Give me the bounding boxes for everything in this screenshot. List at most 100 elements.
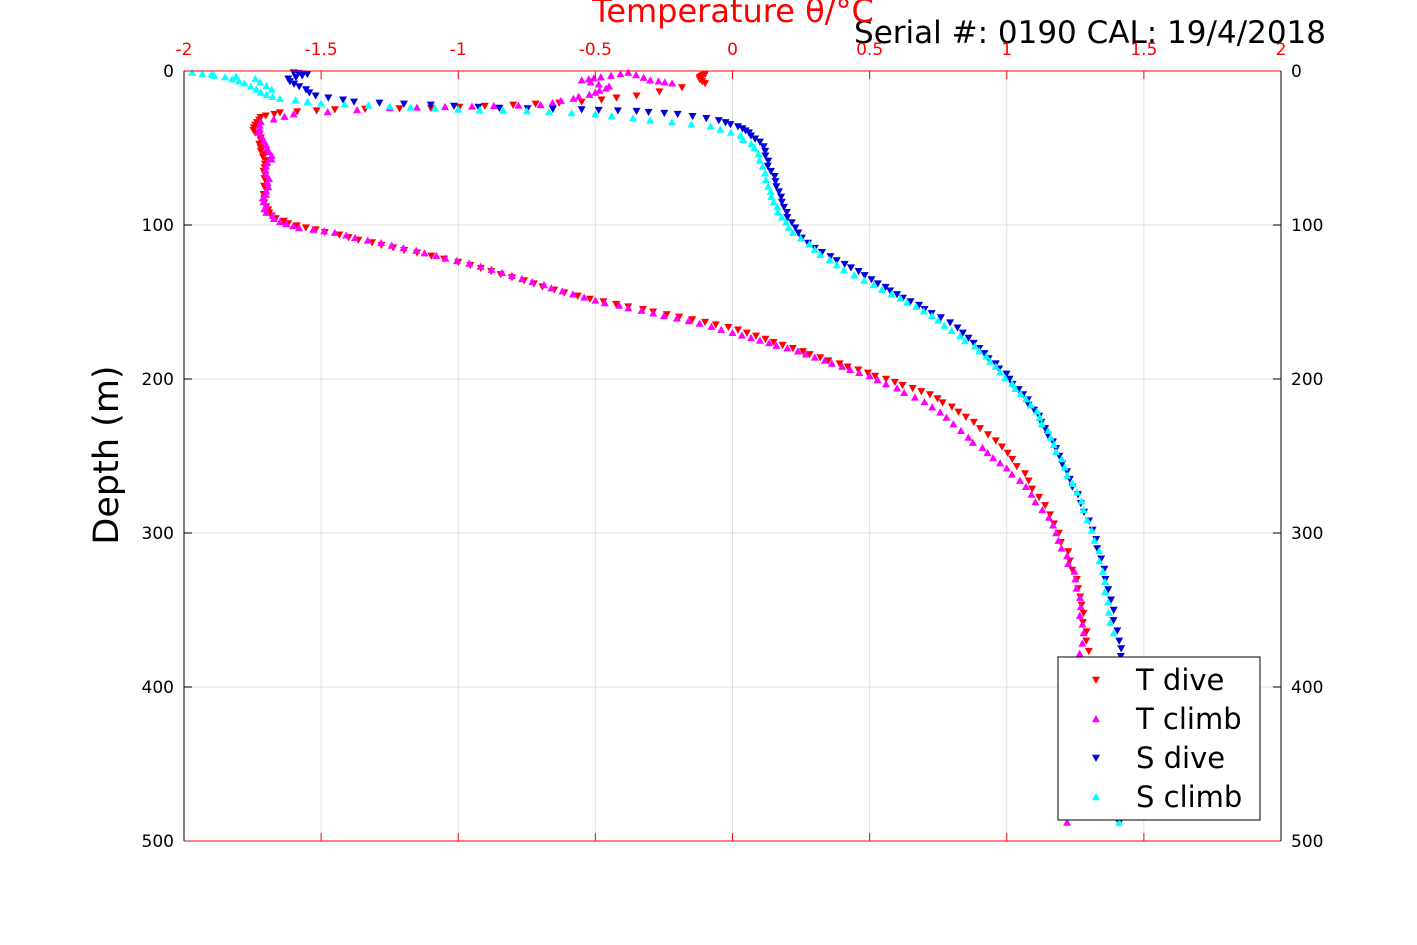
data-point xyxy=(1028,485,1037,493)
data-point xyxy=(1079,505,1088,514)
data-point xyxy=(1060,463,1069,471)
data-point xyxy=(1104,598,1113,606)
data-point xyxy=(991,362,1000,370)
y-tick-label-right: 200 xyxy=(1291,370,1323,390)
data-point xyxy=(342,231,351,239)
data-point xyxy=(548,105,557,113)
data-point xyxy=(291,73,300,82)
data-point xyxy=(882,375,891,383)
data-point xyxy=(264,183,273,191)
data-point xyxy=(764,182,773,190)
data-point xyxy=(262,187,271,195)
data-point xyxy=(1093,545,1102,553)
data-point xyxy=(1065,557,1074,565)
data-point xyxy=(1115,818,1124,826)
data-point xyxy=(1031,498,1040,506)
data-point xyxy=(788,228,797,236)
data-point xyxy=(385,102,394,110)
data-point xyxy=(741,127,750,135)
data-point xyxy=(589,74,598,82)
x-tick-label: -0.5 xyxy=(579,40,612,60)
data-point xyxy=(453,256,462,265)
data-point xyxy=(1052,529,1061,537)
data-point xyxy=(1002,370,1011,378)
data-point xyxy=(796,234,805,242)
data-point xyxy=(1001,373,1010,382)
data-point xyxy=(778,341,787,350)
data-point xyxy=(1012,463,1021,471)
x-tick-label: -2 xyxy=(176,40,193,60)
data-point xyxy=(280,112,289,120)
data-point xyxy=(755,336,764,344)
data-point xyxy=(539,281,548,289)
data-point xyxy=(956,331,965,340)
data-point xyxy=(772,183,781,191)
data-point xyxy=(262,170,271,178)
data-point xyxy=(509,101,518,109)
data-point xyxy=(1095,557,1104,565)
data-point xyxy=(910,393,919,401)
data-point xyxy=(518,274,527,283)
data-point xyxy=(293,108,302,116)
data-point xyxy=(289,222,298,230)
data-point xyxy=(1021,395,1030,403)
data-point xyxy=(235,77,244,85)
y-tick-label-right: 500 xyxy=(1291,832,1323,852)
data-point xyxy=(267,85,276,93)
data-point xyxy=(1084,647,1093,656)
data-point xyxy=(558,287,567,295)
data-point xyxy=(275,94,284,102)
data-point xyxy=(881,283,890,292)
data-point xyxy=(1030,406,1039,414)
data-point xyxy=(1027,490,1036,498)
data-point xyxy=(1100,588,1109,596)
data-point xyxy=(412,103,421,111)
data-point xyxy=(600,299,609,307)
data-point xyxy=(783,214,792,222)
data-point xyxy=(1075,649,1084,657)
data-point xyxy=(612,300,621,309)
chart-serial-text: Serial #: 0190 CAL: 19/4/2018 xyxy=(854,15,1326,51)
data-point xyxy=(507,271,516,280)
data-point xyxy=(320,227,329,235)
data-point xyxy=(1046,511,1055,519)
data-point xyxy=(455,103,464,111)
data-point xyxy=(838,362,847,370)
data-point xyxy=(774,188,783,196)
data-point xyxy=(514,101,523,109)
data-point xyxy=(289,110,298,118)
data-point xyxy=(441,254,450,262)
data-point xyxy=(1064,548,1073,556)
data-point xyxy=(873,280,882,288)
data-point xyxy=(290,80,299,88)
data-point xyxy=(854,366,863,374)
data-point xyxy=(221,73,230,81)
data-point xyxy=(632,107,641,116)
data-point xyxy=(787,219,796,227)
data-point xyxy=(766,187,775,195)
data-point xyxy=(269,115,278,123)
data-point xyxy=(613,107,622,115)
x-tick-label: -1.5 xyxy=(305,40,338,60)
data-point xyxy=(1015,476,1024,484)
y-tick-label-left: 400 xyxy=(142,678,174,698)
data-point xyxy=(1049,440,1058,448)
data-point xyxy=(305,89,314,97)
data-point xyxy=(188,68,197,76)
data-point xyxy=(958,329,967,337)
data-point xyxy=(257,132,266,140)
data-point xyxy=(1078,639,1087,647)
data-point xyxy=(441,102,450,111)
data-point xyxy=(788,345,797,353)
data-point xyxy=(701,318,710,327)
data-point xyxy=(933,395,942,403)
data-point xyxy=(654,77,663,85)
data-point xyxy=(747,139,756,148)
data-point xyxy=(591,296,600,304)
data-point xyxy=(761,147,770,156)
data-point xyxy=(660,78,669,86)
data-point xyxy=(574,92,583,100)
data-point xyxy=(991,437,1000,445)
data-point xyxy=(688,316,697,324)
